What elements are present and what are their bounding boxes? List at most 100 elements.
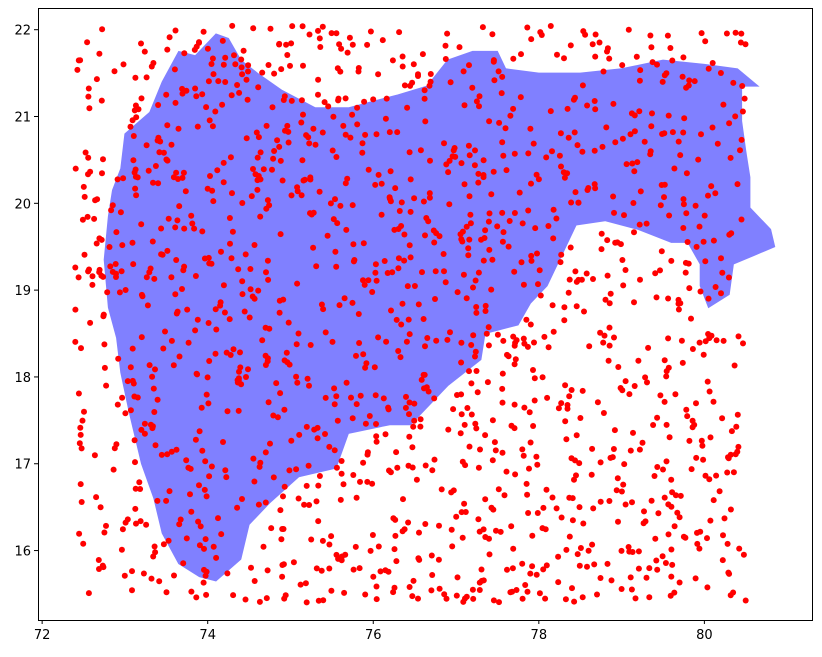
data-point: [354, 121, 361, 128]
data-point: [421, 95, 428, 102]
data-point: [319, 129, 326, 136]
data-point: [239, 200, 246, 206]
data-point: [401, 231, 408, 238]
data-point: [168, 337, 175, 344]
data-point: [239, 278, 246, 285]
data-point: [665, 335, 672, 342]
data-point: [459, 238, 466, 245]
data-point: [499, 139, 506, 146]
data-point: [432, 268, 439, 275]
data-point: [508, 523, 515, 530]
data-point: [677, 492, 684, 499]
data-point: [481, 235, 488, 241]
data-point: [296, 431, 303, 438]
data-point: [138, 426, 145, 433]
data-point: [141, 430, 148, 437]
data-point: [97, 504, 104, 511]
data-point: [553, 215, 560, 222]
data-point: [459, 534, 466, 541]
data-point: [279, 573, 286, 580]
data-point: [528, 36, 535, 43]
data-point: [504, 566, 510, 573]
data-point: [173, 310, 180, 317]
data-point: [298, 119, 305, 126]
data-point: [573, 278, 580, 285]
data-point: [93, 494, 100, 501]
data-point: [544, 394, 551, 401]
data-point: [534, 461, 541, 468]
data-point: [294, 379, 301, 386]
data-point: [220, 282, 227, 289]
data-point: [133, 520, 139, 527]
data-point: [486, 246, 493, 253]
data-point: [451, 145, 458, 151]
data-point: [704, 535, 710, 542]
data-point: [558, 163, 564, 170]
data-point: [427, 78, 434, 85]
data-point: [738, 136, 745, 143]
data-point: [460, 68, 467, 75]
data-point: [332, 196, 338, 203]
data-point: [150, 60, 157, 66]
data-point: [406, 149, 413, 156]
data-point: [247, 286, 254, 293]
data-point: [661, 181, 668, 188]
data-point: [540, 566, 547, 573]
data-point: [130, 261, 137, 268]
data-point: [429, 572, 436, 578]
data-point: [107, 263, 114, 270]
data-point: [326, 565, 333, 572]
data-point: [663, 421, 670, 428]
data-point: [584, 102, 591, 109]
data-point: [659, 553, 666, 560]
data-point: [129, 117, 136, 124]
data-point: [641, 138, 648, 145]
data-point: [528, 180, 534, 187]
data-point: [350, 241, 357, 248]
data-point: [156, 578, 163, 585]
data-point: [335, 95, 342, 102]
data-point: [200, 579, 207, 586]
data-point: [571, 129, 578, 136]
data-point: [191, 46, 198, 53]
data-point: [694, 540, 701, 547]
data-point: [720, 101, 727, 108]
data-point: [472, 147, 478, 154]
data-point: [693, 400, 699, 407]
data-point: [158, 451, 165, 458]
data-point: [182, 188, 189, 195]
data-point: [263, 595, 270, 602]
data-point: [321, 99, 328, 106]
data-point: [615, 364, 622, 370]
data-point: [411, 400, 418, 407]
data-point: [512, 356, 519, 363]
data-point: [610, 446, 617, 452]
data-point: [562, 382, 569, 389]
data-point: [373, 433, 380, 440]
data-point: [688, 315, 694, 322]
data-point: [680, 129, 687, 136]
data-point: [392, 185, 399, 192]
data-point: [518, 51, 524, 58]
data-point: [149, 423, 156, 430]
data-point: [606, 498, 613, 504]
data-point: [411, 283, 418, 289]
data-point: [470, 332, 477, 339]
data-point: [367, 547, 374, 554]
data-point: [507, 112, 514, 119]
data-point: [188, 508, 195, 515]
data-point: [724, 469, 731, 476]
data-point: [519, 220, 526, 227]
data-point: [485, 218, 492, 225]
data-point: [127, 364, 134, 371]
data-point: [310, 125, 317, 132]
data-point: [702, 38, 709, 45]
data-point: [572, 189, 579, 196]
data-point: [220, 179, 227, 186]
data-point: [519, 446, 526, 453]
data-point: [397, 354, 404, 361]
data-point: [592, 31, 599, 38]
data-point: [688, 466, 695, 473]
data-point: [435, 556, 442, 563]
data-point: [725, 274, 732, 281]
